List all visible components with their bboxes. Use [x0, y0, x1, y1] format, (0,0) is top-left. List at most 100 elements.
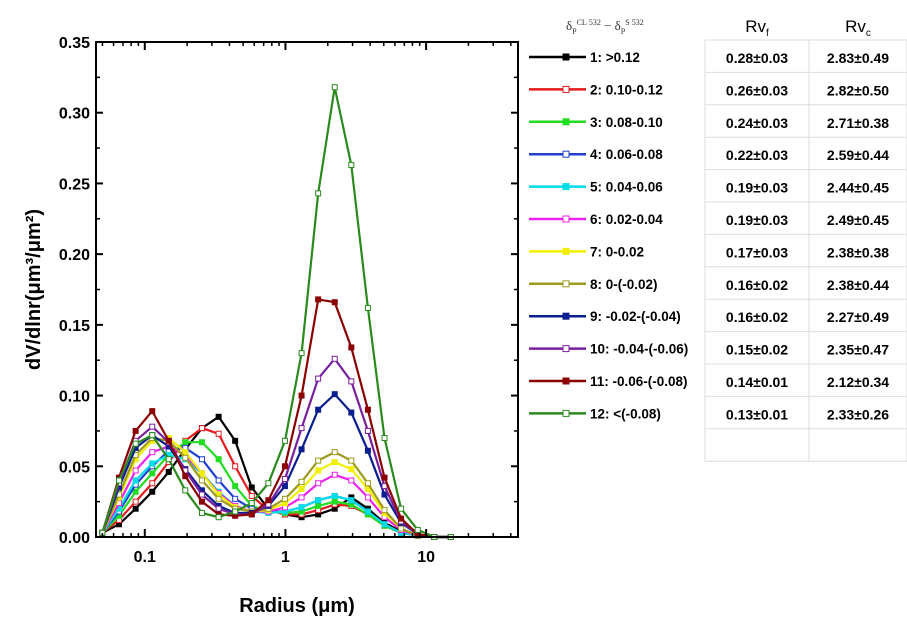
legend-label: 6: 0.02-0.04	[590, 212, 663, 227]
x-tick-label: 1	[281, 549, 290, 566]
data-point	[348, 457, 355, 464]
data-point	[298, 446, 305, 453]
legend-entry-3: 3: 0.08-0.10	[529, 115, 663, 130]
legend-swatch-marker	[562, 215, 570, 223]
legend-swatch-marker	[562, 118, 570, 126]
table-cell: 2.33±0.26	[827, 406, 889, 422]
data-point	[198, 498, 205, 505]
data-point	[132, 427, 139, 434]
data-point	[116, 477, 123, 484]
data-point	[215, 413, 222, 420]
data-point	[298, 485, 305, 492]
series-line-11	[101, 298, 451, 539]
legend-swatch-marker	[562, 377, 570, 385]
data-point	[248, 484, 255, 491]
data-point	[198, 491, 205, 498]
legend-label: 7: 0-0.02	[590, 244, 644, 259]
table-cell: 2.35±0.47	[827, 342, 889, 358]
data-point	[149, 488, 156, 495]
data-point	[414, 526, 421, 533]
data-point	[348, 162, 355, 169]
data-point	[215, 495, 222, 502]
y-tick-label: 0.15	[59, 318, 90, 335]
data-point	[298, 494, 305, 501]
data-point	[149, 408, 156, 415]
legend-swatch-marker	[562, 280, 570, 288]
data-point	[265, 480, 272, 487]
data-point	[298, 478, 305, 485]
y-tick-label: 0.35	[59, 35, 90, 52]
data-point	[348, 477, 355, 484]
data-point	[198, 470, 205, 477]
data-point	[281, 483, 288, 490]
data-point	[215, 477, 222, 484]
data-point	[232, 437, 239, 444]
legend-swatch-marker	[562, 150, 570, 158]
table-cell: 0.13±0.01	[726, 406, 788, 422]
series-line-5	[101, 453, 451, 539]
data-point	[331, 355, 338, 362]
data-point	[281, 463, 288, 470]
table-cell: 0.15±0.02	[726, 342, 788, 358]
data-point	[381, 491, 388, 498]
data-point	[331, 459, 338, 466]
data-point	[248, 500, 255, 507]
legend-entry-9: 9: -0.02-(-0.04)	[529, 309, 681, 324]
series-line-10	[101, 357, 451, 539]
data-point	[381, 507, 388, 514]
data-point	[182, 454, 189, 461]
legend-label: 9: -0.02-(-0.04)	[590, 309, 681, 324]
data-point	[398, 525, 405, 532]
data-point	[331, 492, 338, 499]
y-tick-label: 0.05	[59, 459, 90, 476]
data-point	[364, 447, 371, 454]
data-point	[364, 508, 371, 515]
data-point	[381, 521, 388, 528]
legend-swatch-marker	[562, 183, 570, 191]
data-point	[198, 425, 205, 432]
data-point	[331, 471, 338, 478]
data-point	[182, 449, 189, 456]
table-cell: 0.19±0.03	[726, 212, 788, 228]
series-line-8	[101, 436, 451, 539]
table-cell: 2.38±0.38	[827, 244, 889, 260]
data-point	[315, 406, 322, 413]
table-cell: 0.24±0.03	[726, 115, 788, 131]
table-cell: 2.38±0.44	[827, 277, 889, 293]
table-cell: 0.22±0.03	[726, 147, 788, 163]
data-point	[232, 463, 239, 470]
data-point	[182, 473, 189, 480]
data-point	[215, 514, 222, 521]
data-point	[348, 344, 355, 351]
radius-table: Rvf Rvc 0.28±0.03 2.83±0.49 0.26±0.03 2.82±0.…	[704, 17, 907, 462]
data-point	[281, 437, 288, 444]
data-point	[165, 468, 172, 475]
table-cell: 2.12±0.34	[827, 374, 889, 390]
data-point	[348, 409, 355, 416]
data-point	[331, 299, 338, 306]
data-point	[149, 432, 156, 439]
data-point	[364, 480, 371, 487]
legend-label: 3: 0.08-0.10	[590, 115, 663, 130]
table-cell: 0.28±0.03	[726, 50, 788, 66]
data-point	[149, 460, 156, 467]
data-point	[298, 392, 305, 399]
legend-entry-2: 2: 0.10-0.12	[529, 82, 663, 97]
y-axis-title: dV/dlnr(μm³/μm²)	[23, 209, 45, 370]
table-cell: 0.16±0.02	[726, 277, 788, 293]
legend-entry-4: 4: 0.06-0.08	[529, 147, 663, 162]
data-point	[331, 84, 338, 91]
y-tick-label: 0.20	[59, 247, 90, 264]
table-cell: 0.16±0.02	[726, 309, 788, 325]
data-point	[248, 511, 255, 518]
y-tick-label: 0.25	[59, 176, 90, 193]
data-point	[315, 296, 322, 303]
legend-label: 11: -0.06-(-0.08)	[590, 374, 688, 389]
data-point	[149, 449, 156, 456]
data-point	[149, 470, 156, 477]
legend-swatch-marker	[562, 345, 570, 353]
data-point	[132, 505, 139, 512]
legend-label: 4: 0.06-0.08	[590, 147, 663, 162]
data-point	[149, 480, 156, 487]
data-point	[215, 456, 222, 463]
